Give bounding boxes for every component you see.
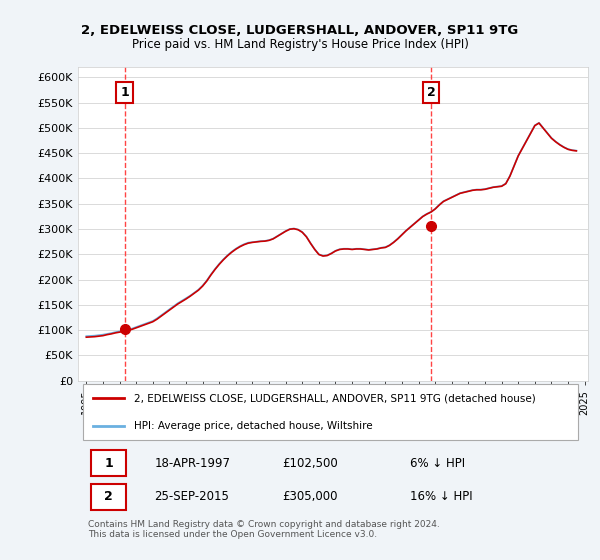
Text: HPI: Average price, detached house, Wiltshire: HPI: Average price, detached house, Wilt… xyxy=(134,421,373,431)
Text: 2, EDELWEISS CLOSE, LUDGERSHALL, ANDOVER, SP11 9TG (detached house): 2, EDELWEISS CLOSE, LUDGERSHALL, ANDOVER… xyxy=(134,393,536,403)
FancyBboxPatch shape xyxy=(83,384,578,440)
FancyBboxPatch shape xyxy=(91,484,127,510)
Text: 6% ↓ HPI: 6% ↓ HPI xyxy=(409,457,464,470)
Text: £305,000: £305,000 xyxy=(282,491,337,503)
FancyBboxPatch shape xyxy=(91,450,127,476)
Text: Price paid vs. HM Land Registry's House Price Index (HPI): Price paid vs. HM Land Registry's House … xyxy=(131,38,469,51)
Text: 2: 2 xyxy=(104,491,113,503)
Text: 1: 1 xyxy=(104,457,113,470)
Text: 25-SEP-2015: 25-SEP-2015 xyxy=(155,491,229,503)
Text: 2: 2 xyxy=(427,86,436,99)
Text: Contains HM Land Registry data © Crown copyright and database right 2024.
This d: Contains HM Land Registry data © Crown c… xyxy=(88,520,440,539)
Text: 16% ↓ HPI: 16% ↓ HPI xyxy=(409,491,472,503)
Text: 18-APR-1997: 18-APR-1997 xyxy=(155,457,230,470)
Text: £102,500: £102,500 xyxy=(282,457,338,470)
Text: 2, EDELWEISS CLOSE, LUDGERSHALL, ANDOVER, SP11 9TG: 2, EDELWEISS CLOSE, LUDGERSHALL, ANDOVER… xyxy=(82,24,518,38)
Text: 1: 1 xyxy=(120,86,129,99)
